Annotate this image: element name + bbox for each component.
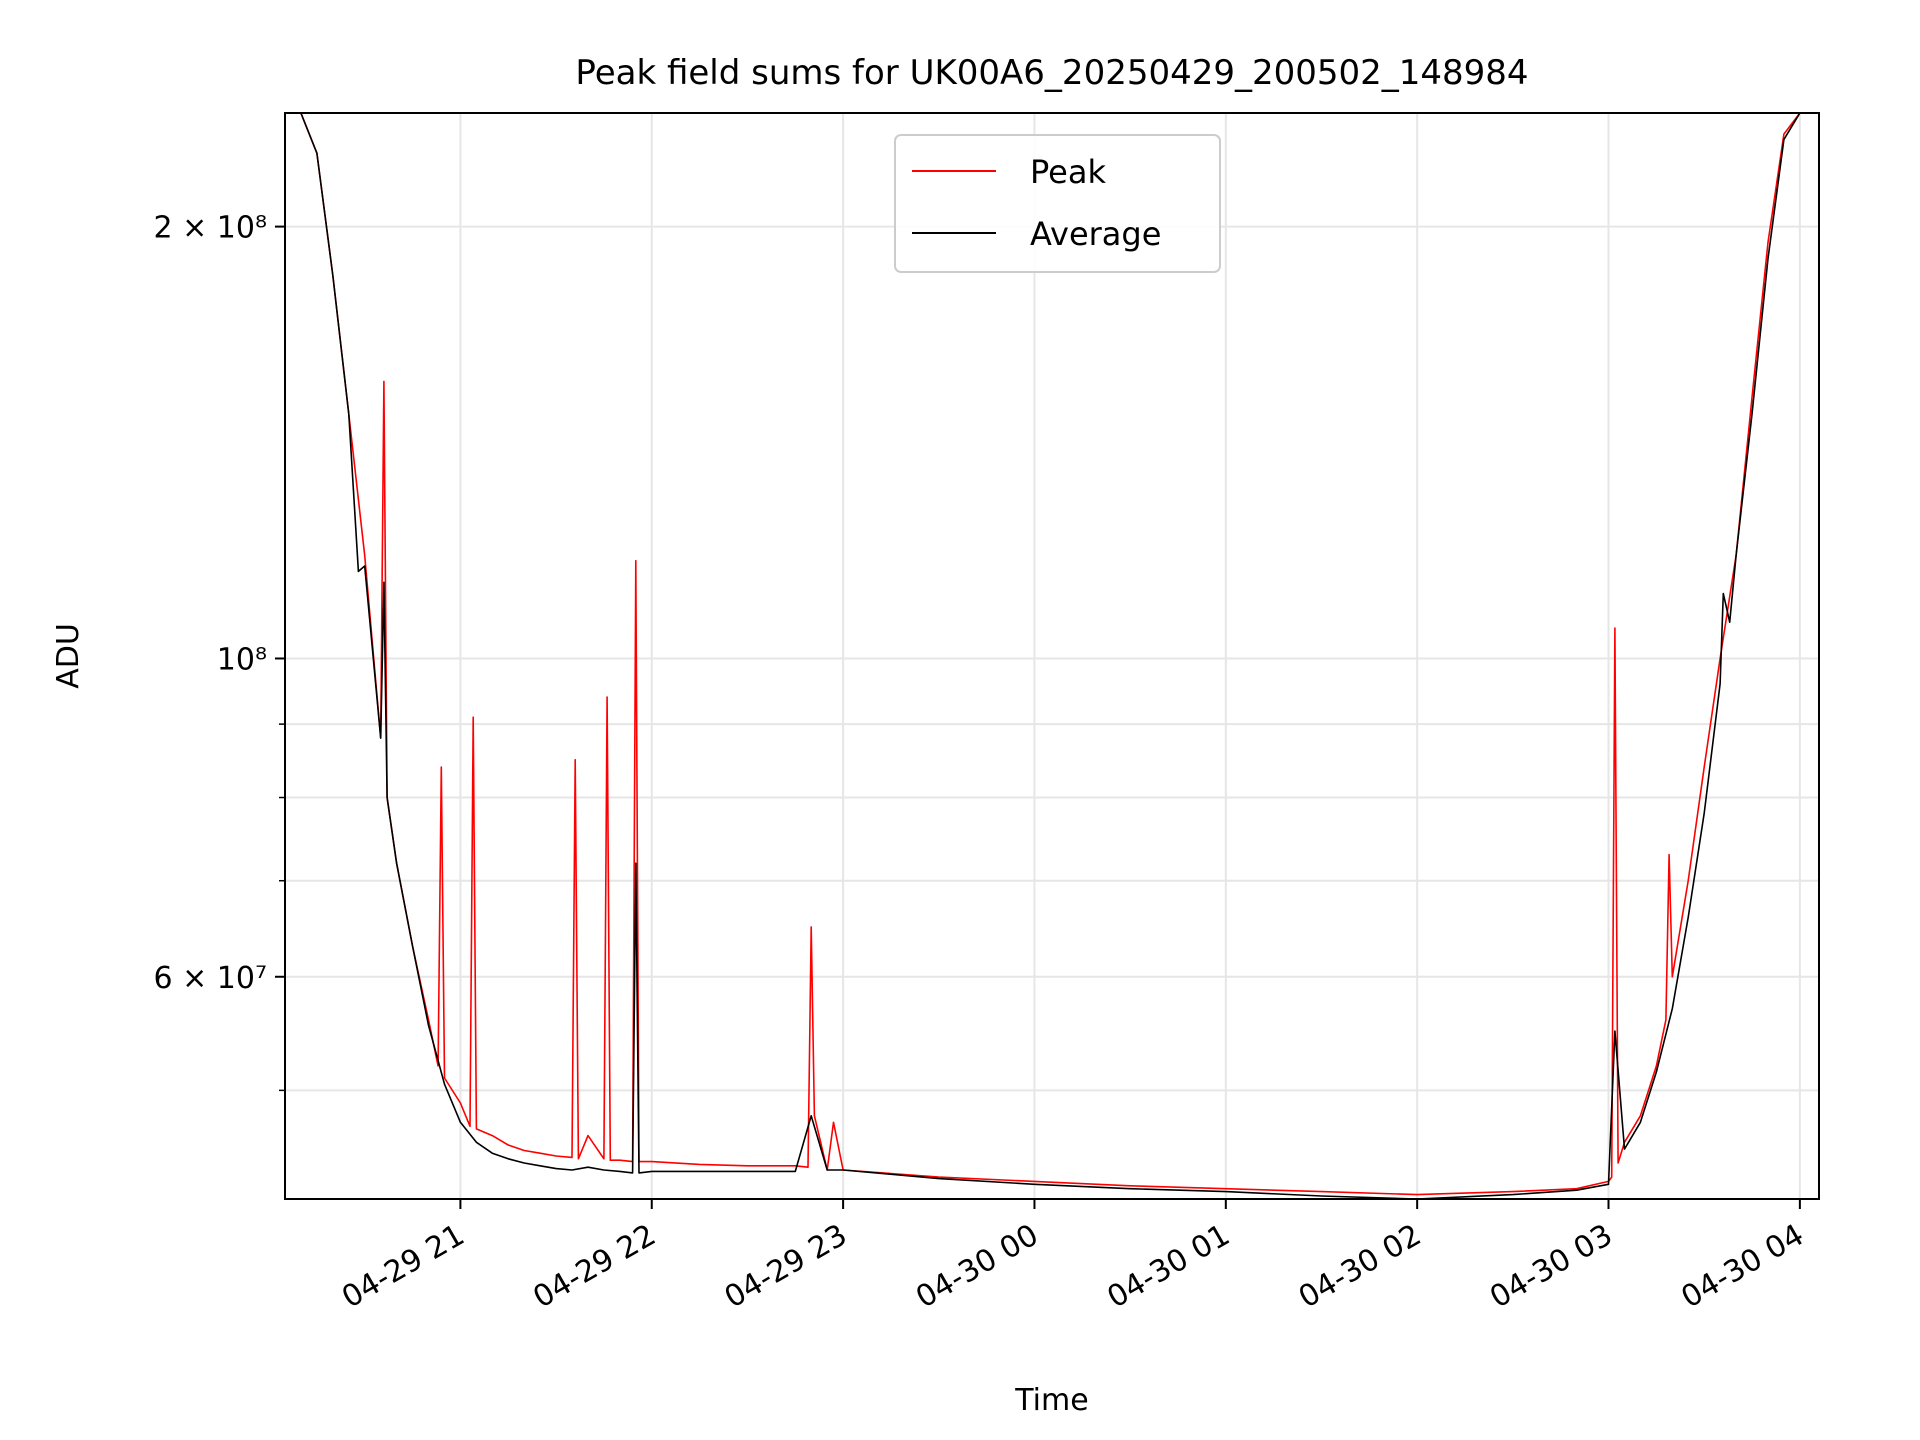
legend-box bbox=[894, 134, 1221, 273]
y-tick-label: 2 × 10⁸ bbox=[154, 211, 268, 246]
axes-frame bbox=[284, 112, 1820, 1200]
x-tick-label: 04-29 21 bbox=[336, 1218, 470, 1316]
ticks: 04-29 21 04-29 22 04-29 23 04-30 00 04-30 01… bbox=[154, 211, 1810, 1316]
chart-title: Peak field sums for UK00A6_20250429_2005… bbox=[575, 53, 1528, 93]
legend: Peak Average bbox=[894, 134, 1221, 273]
y-tick-label: 10⁸ bbox=[217, 642, 267, 677]
x-tick-label: 04-30 02 bbox=[1293, 1218, 1427, 1316]
x-tick-label: 04-30 00 bbox=[910, 1218, 1044, 1316]
grid bbox=[285, 113, 1819, 1199]
x-tick-label: 04-29 22 bbox=[527, 1218, 661, 1316]
legend-label-average: Average bbox=[1030, 215, 1161, 253]
series-line-average bbox=[285, 113, 1819, 1199]
x-axis-label: Time bbox=[1014, 1383, 1088, 1418]
x-tick-label: 04-29 23 bbox=[719, 1218, 853, 1316]
y-axis-label: ADU bbox=[51, 623, 86, 689]
series-line-peak bbox=[285, 113, 1819, 1196]
x-tick-label: 04-30 03 bbox=[1484, 1218, 1618, 1316]
x-tick-label: 04-30 01 bbox=[1101, 1218, 1235, 1316]
series-layer bbox=[285, 113, 1819, 1199]
y-tick-label: 6 × 10⁷ bbox=[154, 961, 268, 996]
legend-label-peak: Peak bbox=[1030, 153, 1106, 191]
x-tick-label: 04-30 04 bbox=[1676, 1218, 1810, 1316]
